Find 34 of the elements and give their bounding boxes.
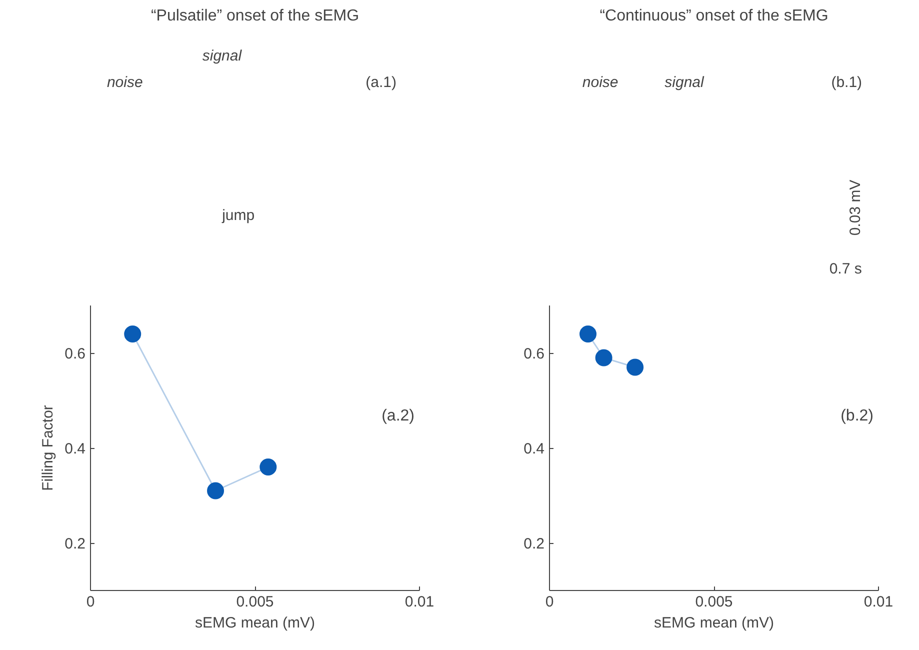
annotation: (a.2) — [382, 407, 415, 424]
point — [579, 326, 596, 342]
y-axis-title: Filling Factor — [40, 405, 57, 491]
point — [626, 358, 644, 376]
y-tick-label: 0.6 — [64, 346, 86, 362]
chart-title: “Continuous” onset of the sEMG — [600, 8, 828, 24]
y-tick-label: 0.4 — [64, 440, 86, 458]
x-axis-title: sEMG mean (mV) — [194, 614, 316, 632]
y-tick-label: 0.2 — [524, 536, 545, 552]
chart-title: “Pulsatile” onset of the sEMG — [150, 8, 360, 24]
x-tick-label: 0.005 — [236, 594, 274, 610]
text: 0.03 mV — [846, 180, 864, 236]
text: jump — [221, 207, 255, 224]
y-tick-label: 0.4 — [524, 440, 545, 458]
x-axis-title: sEMG mean (mV) — [654, 614, 774, 632]
point — [124, 326, 142, 342]
y-tick-label: 0.2 — [64, 536, 86, 552]
x-tick-label: 0.01 — [864, 594, 894, 610]
annotation: (b.2) — [840, 407, 874, 424]
text: 0.7 s — [829, 260, 862, 278]
text: (a.1) — [366, 74, 396, 92]
text: noise — [582, 74, 618, 92]
point — [595, 349, 612, 366]
point — [207, 482, 224, 500]
x-tick-label: 0 — [545, 594, 554, 610]
text: signal — [202, 48, 242, 65]
x-tick-label: 0.01 — [404, 594, 434, 610]
text: signal — [664, 74, 705, 92]
y-tick-label: 0.6 — [524, 346, 545, 362]
point — [260, 458, 277, 476]
x-tick-label: 0.005 — [695, 594, 733, 610]
x-tick-label: 0 — [86, 594, 95, 610]
text: (b.1) — [831, 74, 862, 92]
text: noise — [106, 74, 143, 92]
